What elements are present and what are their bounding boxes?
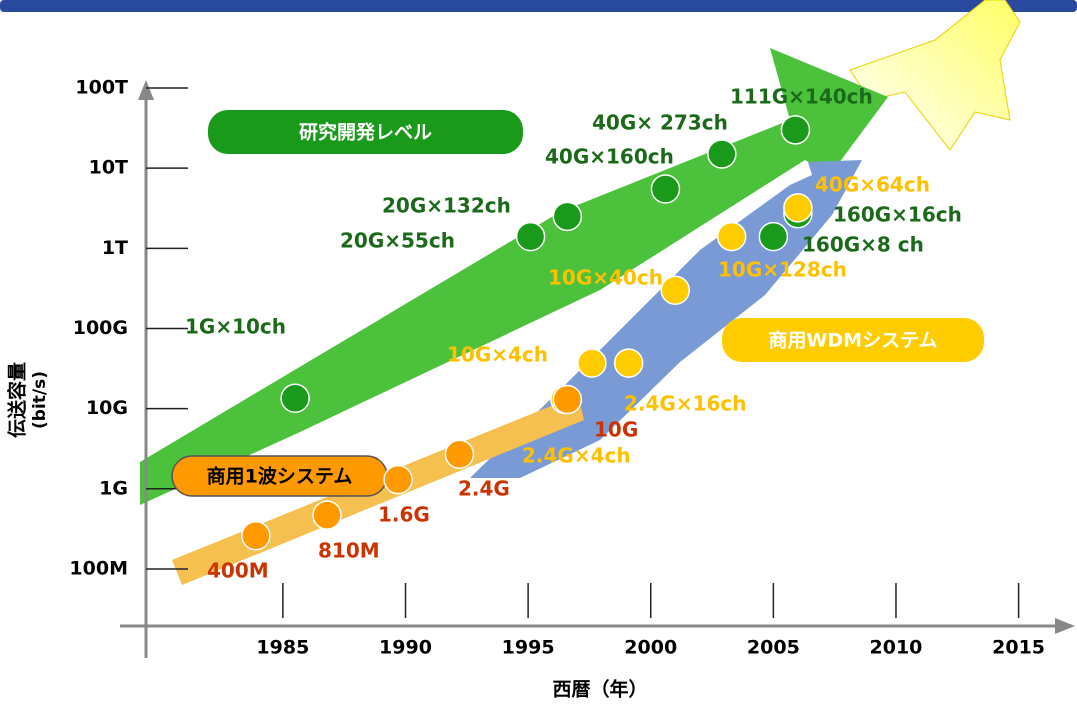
header-bar — [0, 0, 1077, 12]
legend-box — [208, 110, 523, 154]
point-label: 10G — [594, 418, 638, 442]
y-axis-unit: (bit/s) — [30, 371, 50, 429]
legend-box — [722, 318, 984, 362]
data-point — [758, 221, 789, 252]
point-label: 2.4G×4ch — [522, 444, 631, 468]
x-axis-title: 西暦（年） — [552, 678, 647, 701]
point-label: 20G×55ch — [340, 229, 455, 253]
point-label: 10G×4ch — [447, 343, 548, 367]
data-point — [312, 500, 342, 530]
y-axis-title: 伝送容量 — [6, 362, 29, 438]
data-point — [780, 115, 811, 145]
point-label: 10G×128ch — [718, 258, 847, 282]
point-label: 10G×40ch — [548, 266, 663, 290]
data-point — [716, 221, 747, 252]
future-burst — [849, 0, 1021, 151]
point-label: 2.4G×16ch — [624, 392, 747, 416]
point-label: 111G×140ch — [730, 85, 873, 109]
x-tick-label: 2010 — [870, 637, 923, 659]
point-label: 40G×160ch — [545, 145, 674, 169]
point-label: 160G×8 ch — [802, 233, 924, 257]
research-arrow — [140, 48, 888, 505]
data-point — [552, 201, 583, 232]
data-point — [577, 348, 607, 378]
x-tick-label: 1985 — [256, 637, 309, 659]
data-point — [783, 193, 813, 223]
x-tick-label: 1995 — [502, 637, 555, 659]
point-label: 1G×10ch — [185, 315, 286, 339]
x-tick-label: 2000 — [624, 637, 677, 659]
y-tick-label: 10T — [89, 157, 128, 179]
point-label: 2.4G — [458, 477, 510, 501]
point-label: 160G×16ch — [833, 203, 962, 227]
data-point — [613, 348, 644, 378]
x-axis-arrow — [1055, 618, 1075, 634]
data-point — [515, 221, 546, 252]
data-point — [552, 384, 583, 415]
x-tick-label: 2005 — [747, 637, 800, 659]
y-tick-label: 1G — [99, 477, 128, 499]
x-tick-label: 2015 — [992, 637, 1045, 659]
data-point — [660, 275, 691, 305]
legend-label: 商用WDMシステム — [768, 329, 937, 352]
point-label: 40G×64ch — [815, 173, 930, 197]
point-label: 400M — [207, 559, 269, 583]
data-point — [650, 174, 681, 204]
data-point — [383, 464, 413, 495]
legend-label: 商用1波システム — [207, 465, 353, 488]
data-point — [280, 383, 310, 413]
y-axis-arrow — [138, 80, 154, 100]
data-point — [241, 520, 271, 551]
point-label: 810M — [318, 539, 380, 563]
point-label: 20G×132ch — [382, 194, 511, 218]
data-point — [707, 139, 737, 169]
legend-label: 研究開発レベル — [299, 121, 432, 144]
y-tick-label: 100T — [75, 77, 128, 99]
data-point — [444, 439, 475, 469]
point-label: 1.6G — [378, 503, 430, 527]
y-tick-label: 100M — [69, 557, 128, 579]
y-tick-label: 1T — [102, 237, 128, 259]
y-tick-label: 100G — [73, 317, 128, 339]
y-tick-label: 10G — [86, 397, 128, 419]
point-label: 40G× 273ch — [592, 111, 728, 135]
x-tick-label: 1990 — [379, 637, 432, 659]
